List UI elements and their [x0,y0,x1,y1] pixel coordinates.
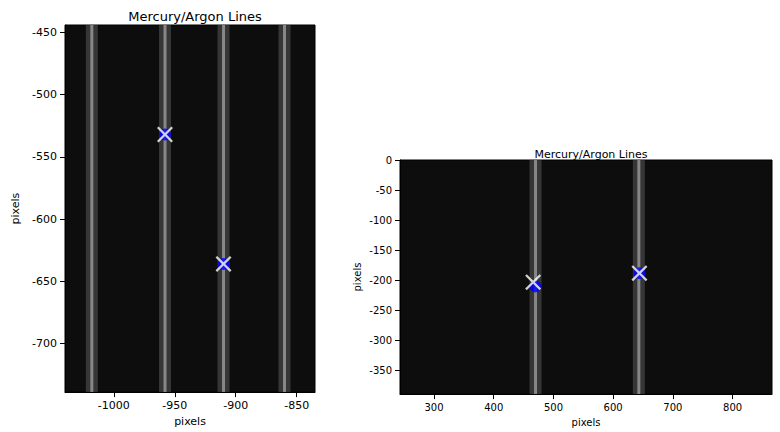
svg-text:-1000: -1000 [98,399,130,412]
svg-text:-850: -850 [284,399,309,412]
svg-text:Mercury/Argon Lines: Mercury/Argon Lines [535,148,648,161]
svg-text:300: 300 [424,402,443,413]
svg-text:-500: -500 [32,88,57,101]
svg-text:700: 700 [663,402,682,413]
svg-text:0: 0 [386,155,392,166]
svg-text:-700: -700 [32,337,57,350]
svg-text:800: 800 [723,402,742,413]
svg-text:pixels: pixels [174,415,206,428]
svg-text:-600: -600 [32,213,57,226]
svg-text:-550: -550 [32,150,57,163]
svg-text:-100: -100 [369,215,392,226]
svg-text:-450: -450 [32,26,57,39]
svg-text:-950: -950 [162,399,187,412]
svg-text:600: 600 [604,402,623,413]
svg-text:-50: -50 [376,185,392,196]
svg-text:-250: -250 [369,305,392,316]
svg-text:400: 400 [484,402,503,413]
svg-text:Mercury/Argon Lines: Mercury/Argon Lines [128,9,262,24]
svg-text:pixels: pixels [9,192,22,224]
svg-text:-150: -150 [369,245,392,256]
svg-text:500: 500 [544,402,563,413]
svg-text:-650: -650 [32,275,57,288]
svg-text:-900: -900 [223,399,248,412]
svg-text:-350: -350 [369,365,392,376]
svg-text:pixels: pixels [572,417,601,428]
svg-text:-300: -300 [369,335,392,346]
svg-text:pixels: pixels [352,263,363,292]
svg-text:-200: -200 [369,275,392,286]
